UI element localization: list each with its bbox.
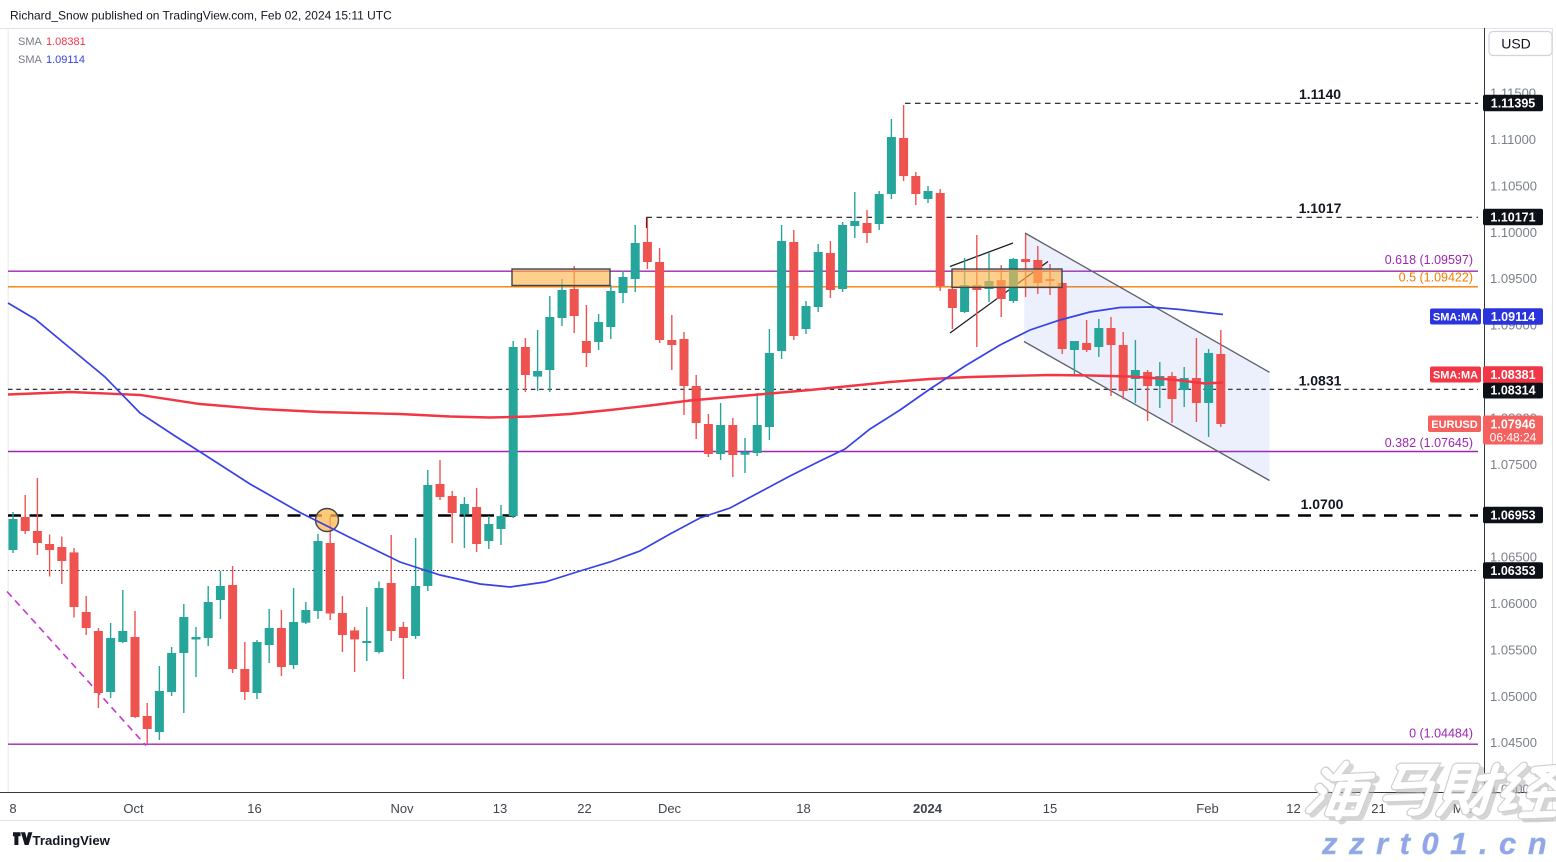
- svg-text:18: 18: [796, 801, 810, 816]
- svg-text:0.382 (1.07645): 0.382 (1.07645): [1385, 436, 1473, 450]
- svg-text:1.0831: 1.0831: [1299, 373, 1342, 389]
- svg-text:1.1017: 1.1017: [1299, 200, 1342, 216]
- svg-text:SMA:MA: SMA:MA: [1433, 312, 1478, 324]
- svg-text:1.10500: 1.10500: [1490, 178, 1537, 193]
- svg-text:SMA:MA: SMA:MA: [1433, 370, 1478, 382]
- svg-text:1.11000: 1.11000: [1490, 132, 1536, 147]
- svg-text:TradingView: TradingView: [33, 833, 111, 848]
- svg-text:15: 15: [1043, 801, 1057, 816]
- svg-text:1.05000: 1.05000: [1490, 689, 1537, 704]
- svg-text:1.05500: 1.05500: [1490, 642, 1537, 657]
- svg-text:21: 21: [1371, 801, 1385, 816]
- svg-text:0.618 (1.09597): 0.618 (1.09597): [1385, 253, 1473, 267]
- svg-text:Oct: Oct: [123, 801, 144, 816]
- svg-text:1.09114: 1.09114: [46, 54, 85, 66]
- svg-text:1.0700: 1.0700: [1301, 496, 1344, 512]
- svg-text:1.1140: 1.1140: [1299, 86, 1341, 102]
- svg-text:1.07500: 1.07500: [1490, 457, 1537, 472]
- svg-text:1.04500: 1.04500: [1490, 735, 1537, 750]
- svg-text:Richard_Snow published on Trad: Richard_Snow published on TradingView.co…: [10, 9, 392, 23]
- svg-text:1.10000: 1.10000: [1490, 225, 1537, 240]
- svg-text:1.07946: 1.07946: [1490, 418, 1535, 432]
- svg-text:1.09114: 1.09114: [1491, 310, 1536, 324]
- svg-text:SMA: SMA: [18, 54, 43, 66]
- svg-text:SMA: SMA: [18, 36, 43, 48]
- svg-text:0 (1.04484): 0 (1.04484): [1409, 727, 1473, 741]
- svg-text:12: 12: [1286, 801, 1300, 816]
- svg-text:Nov: Nov: [390, 801, 414, 816]
- svg-text:06:48:24: 06:48:24: [1490, 431, 1537, 445]
- svg-text:1.06953: 1.06953: [1490, 508, 1535, 522]
- svg-text:1.06500: 1.06500: [1490, 550, 1537, 565]
- svg-text:22: 22: [577, 801, 591, 816]
- svg-text:1.09500: 1.09500: [1490, 271, 1537, 286]
- svg-text:8: 8: [9, 801, 16, 816]
- svg-text:1.06353: 1.06353: [1490, 564, 1535, 578]
- svg-text:1.08314: 1.08314: [1490, 384, 1535, 398]
- svg-text:1.08381: 1.08381: [1490, 368, 1535, 382]
- svg-text:Dec: Dec: [658, 801, 682, 816]
- svg-text:Feb: Feb: [1196, 801, 1218, 816]
- svg-text:1.10171: 1.10171: [1490, 210, 1535, 224]
- svg-text:1.11395: 1.11395: [1491, 96, 1536, 110]
- svg-text:1.08381: 1.08381: [46, 36, 86, 48]
- svg-text:zzrt01.cn: zzrt01.cn: [1321, 826, 1556, 857]
- svg-text:13: 13: [493, 801, 507, 816]
- svg-text:16: 16: [247, 801, 261, 816]
- svg-text:USD: USD: [1501, 36, 1531, 52]
- svg-text:0.5 (1.09422): 0.5 (1.09422): [1399, 271, 1473, 285]
- svg-text:2024: 2024: [913, 801, 943, 816]
- svg-text:EURUSD: EURUSD: [1431, 419, 1478, 431]
- svg-text:1.06000: 1.06000: [1490, 596, 1537, 611]
